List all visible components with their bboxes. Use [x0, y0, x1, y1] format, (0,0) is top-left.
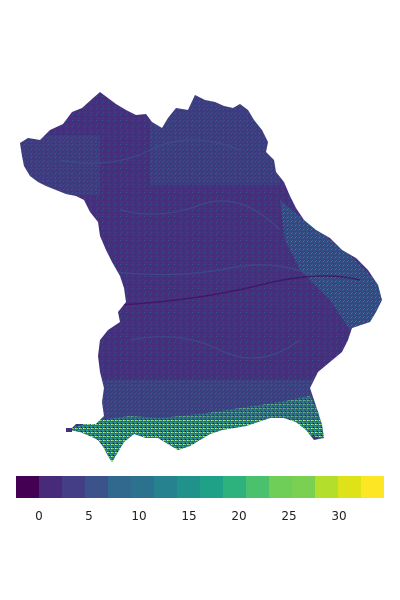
legend-swatch: [338, 476, 361, 498]
legend-swatch: [177, 476, 200, 498]
legend-tick-label: 10: [131, 509, 147, 523]
legend-swatch: [361, 476, 384, 498]
legend-swatch: [62, 476, 85, 498]
enclave-marker: [66, 428, 72, 432]
legend-tick-label: 25: [281, 509, 297, 523]
river-lines: [59, 139, 341, 359]
legend-swatch: [223, 476, 246, 498]
legend-tick-label: 0: [35, 509, 43, 523]
legend-swatch: [16, 476, 39, 498]
legend-swatch: [85, 476, 108, 498]
legend-swatch: [39, 476, 62, 498]
legend-swatch: [292, 476, 315, 498]
legend-tick-label: 15: [181, 509, 197, 523]
legend-swatch: [269, 476, 292, 498]
color-legend: [16, 476, 384, 498]
legend-tick-label: 5: [85, 509, 93, 523]
legend-swatch: [108, 476, 131, 498]
legend-tick-label: 30: [331, 509, 347, 523]
bavarian-forest-region: [280, 200, 382, 330]
legend-tick-label: 20: [231, 509, 247, 523]
legend-swatch: [200, 476, 223, 498]
legend-swatch: [131, 476, 154, 498]
legend-swatch: [315, 476, 338, 498]
legend-swatch: [246, 476, 269, 498]
legend-swatch: [154, 476, 177, 498]
